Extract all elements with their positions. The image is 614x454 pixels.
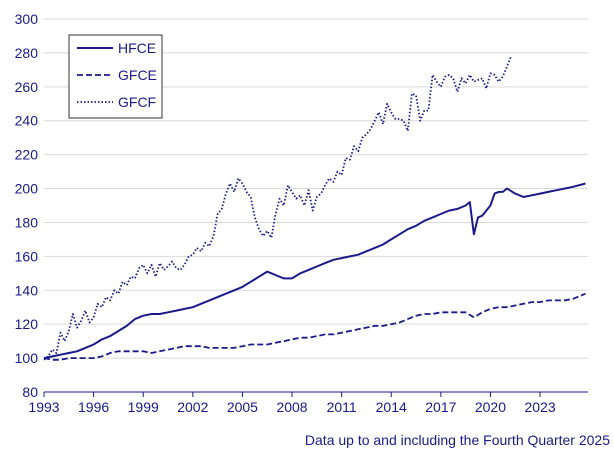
y-tick-label: 140 bbox=[15, 282, 39, 298]
y-tick-label: 200 bbox=[15, 181, 39, 197]
x-tick-label: 2005 bbox=[227, 399, 258, 415]
x-tick-label: 1999 bbox=[128, 399, 159, 415]
legend-label-hfce: HFCE bbox=[118, 40, 156, 56]
y-tick-label: 160 bbox=[15, 248, 39, 264]
x-tick-label: 2023 bbox=[524, 399, 555, 415]
y-tick-label: 260 bbox=[15, 79, 39, 95]
gridlines bbox=[44, 18, 588, 359]
y-tick-label: 280 bbox=[15, 45, 39, 61]
x-tick-label: 1993 bbox=[28, 399, 59, 415]
y-tick-label: 240 bbox=[15, 113, 39, 129]
legend-label-gfcf: GFCF bbox=[118, 94, 156, 110]
y-tick-label: 300 bbox=[15, 11, 39, 27]
x-tick-label: 2008 bbox=[276, 399, 307, 415]
y-tick-label: 120 bbox=[15, 316, 39, 332]
series-line-hfce bbox=[43, 182, 586, 360]
legend: HFCE GFCE GFCF bbox=[68, 34, 163, 119]
x-tick-label: 2014 bbox=[376, 399, 407, 415]
x-tick-label: 1996 bbox=[78, 399, 109, 415]
y-tick-label: 180 bbox=[15, 214, 39, 230]
series-line-gfcf bbox=[43, 55, 512, 361]
x-tick-label: 2002 bbox=[177, 399, 208, 415]
series-line-gfce bbox=[43, 292, 586, 361]
axes: 80 100 120 140 160 180 200 220 240 260 280 300 1993 1… bbox=[15, 11, 588, 415]
y-tick-label: 100 bbox=[15, 350, 39, 366]
legend-label-gfce: GFCE bbox=[118, 67, 157, 83]
y-tick-label: 80 bbox=[22, 384, 38, 400]
x-tick-label: 2011 bbox=[327, 399, 357, 415]
x-tick-label: 2020 bbox=[475, 399, 506, 415]
x-tick-label: 2017 bbox=[425, 399, 456, 415]
data-note: Data up to and including the Fourth Quar… bbox=[304, 432, 610, 448]
y-tick-label: 220 bbox=[15, 147, 39, 163]
series-lines bbox=[43, 55, 586, 361]
